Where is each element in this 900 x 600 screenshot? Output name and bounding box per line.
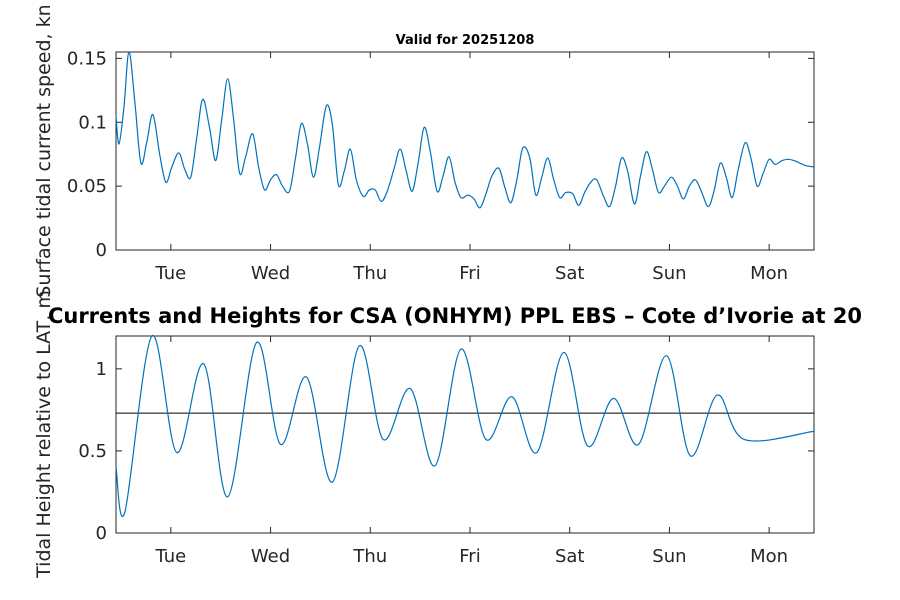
tidal-height-chart: 00.51 Tue Wed Thu Fri Sat Sun Mon (78, 335, 815, 567)
height-y-ticks: 00.51 (78, 359, 814, 544)
y-tick-label: 0 (96, 523, 107, 544)
x-tick-label: Fri (459, 546, 480, 567)
y-tick-label: 0.05 (67, 176, 107, 197)
current-y-ticks: 0 0.05 0.1 0.15 (67, 48, 814, 261)
x-tick-label: Sat (555, 546, 585, 567)
x-tick-label: Thu (352, 546, 387, 567)
height-chart-title: Currents and Heights for CSA (ONHYM) PPL… (48, 304, 862, 328)
height-y-axis-label: Tidal Height relative to LAT, m (33, 290, 55, 579)
x-tick-label: Tue (154, 263, 186, 284)
y-tick-label: 0.1 (78, 112, 107, 133)
x-tick-label: Fri (459, 263, 480, 284)
x-tick-label: Mon (750, 263, 788, 284)
x-tick-label: Thu (352, 263, 387, 284)
current-chart-title: Valid for 20251208 (396, 33, 535, 48)
current-plot-area (115, 51, 815, 251)
x-tick-label: Sat (555, 263, 585, 284)
x-tick-label: Tue (154, 546, 186, 567)
y-tick-label: 1 (96, 359, 107, 380)
height-x-ticks: Tue Wed Thu Fri Sat Sun Mon (154, 336, 788, 567)
current-speed-chart: Valid for 20251208 0 0.05 0.1 0.15 Tue Wed Th… (67, 33, 815, 284)
x-tick-label: Sun (652, 263, 686, 284)
tidal-height-series-line (115, 335, 815, 517)
height-plot-area (115, 335, 815, 534)
current-y-axis-label: Surface tidal current speed, kn (33, 4, 55, 297)
y-tick-label: 0 (96, 240, 107, 261)
x-tick-label: Wed (251, 546, 290, 567)
x-tick-label: Sun (652, 546, 686, 567)
x-tick-label: Wed (251, 263, 290, 284)
x-tick-label: Mon (750, 546, 788, 567)
y-tick-label: 0.5 (78, 441, 107, 462)
y-tick-label: 0.15 (67, 48, 107, 69)
current-speed-series-line (115, 51, 815, 209)
current-x-ticks: Tue Wed Thu Fri Sat Sun Mon (154, 52, 788, 284)
